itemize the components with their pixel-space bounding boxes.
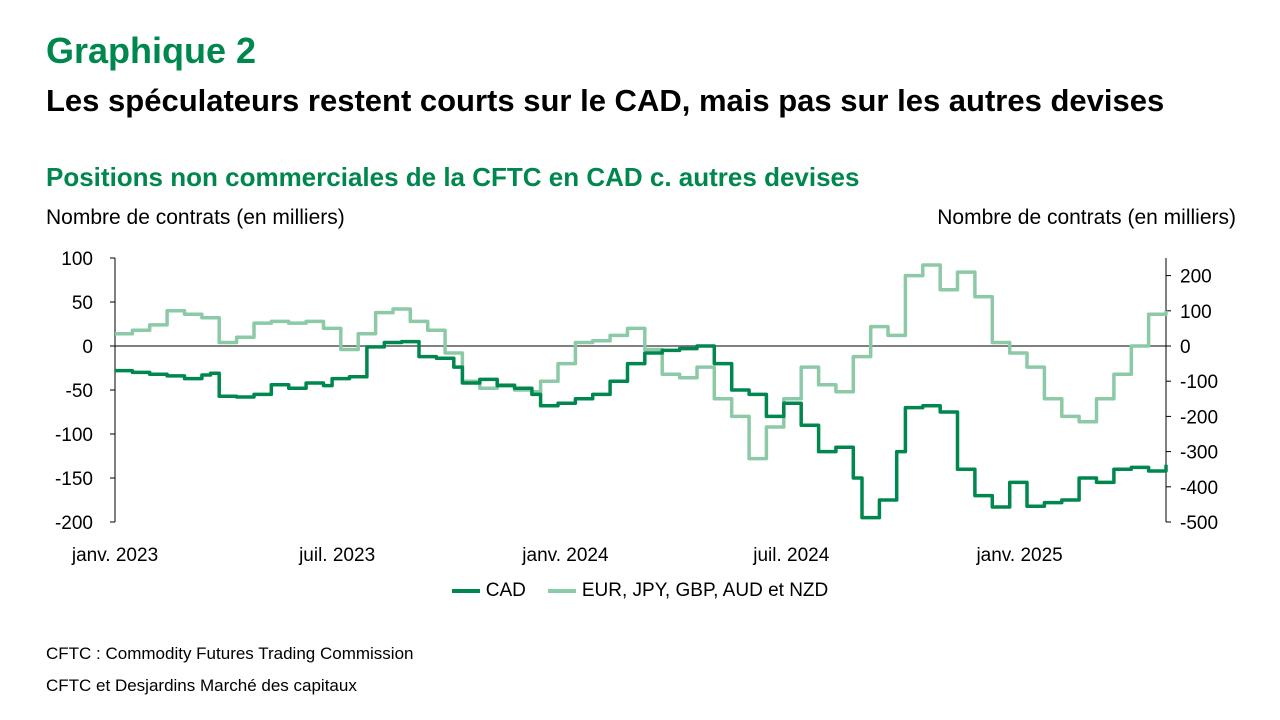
chart-lines (115, 263, 1168, 520)
right-tick-label: -300 (1180, 443, 1218, 464)
chart-legend: CAD EUR, JPY, GBP, AUD et NZD (0, 580, 1280, 602)
right-tick-label: 200 (1180, 267, 1212, 288)
left-tick-label: 0 (82, 337, 93, 358)
legend-swatch-others (547, 589, 576, 593)
chart-axes: -200-150-100-50050100-500-400-300-200-10… (55, 249, 1218, 566)
series-line-others (115, 263, 1168, 461)
left-tick-label: -100 (55, 425, 93, 446)
chart-number: Graphique 2 (46, 30, 257, 71)
legend-label-others: EUR, JPY, GBP, AUD et NZD (581, 580, 829, 601)
x-tick-label: juil. 2024 (752, 545, 829, 566)
chart-subtitle: Positions non commerciales de la CFTC en… (46, 162, 860, 192)
left-tick-label: -200 (55, 513, 93, 534)
x-tick-label: janv. 2025 (975, 545, 1062, 566)
series-line-cad (115, 339, 1168, 520)
legend-swatch-cad (451, 589, 480, 593)
right-axis-title: Nombre de contrats (en milliers) (937, 206, 1236, 229)
right-tick-label: -400 (1180, 478, 1218, 499)
x-tick-label: janv. 2024 (521, 545, 609, 566)
right-tick-label: 100 (1180, 302, 1212, 323)
legend-item-others: EUR, JPY, GBP, AUD et NZD (547, 580, 829, 602)
x-tick-label: janv. 2023 (71, 545, 158, 566)
left-tick-label: -150 (55, 469, 93, 490)
right-tick-label: -500 (1180, 513, 1218, 534)
left-tick-label: 100 (61, 249, 93, 270)
right-tick-label: -100 (1180, 372, 1218, 393)
legend-label-cad: CAD (485, 580, 526, 601)
left-tick-label: -50 (66, 381, 93, 402)
left-axis-title: Nombre de contrats (en milliers) (46, 206, 345, 229)
x-tick-label: juil. 2023 (298, 545, 375, 566)
left-tick-label: 50 (72, 293, 93, 314)
source-note: CFTC et Desjardins Marché des capitaux (46, 676, 357, 695)
legend-item-cad: CAD (451, 580, 526, 602)
right-tick-label: 0 (1180, 337, 1191, 358)
footnote: CFTC : Commodity Futures Trading Commiss… (46, 644, 414, 663)
chart-title: Les spéculateurs restent courts sur le C… (46, 83, 1165, 118)
right-tick-label: -200 (1180, 407, 1218, 428)
